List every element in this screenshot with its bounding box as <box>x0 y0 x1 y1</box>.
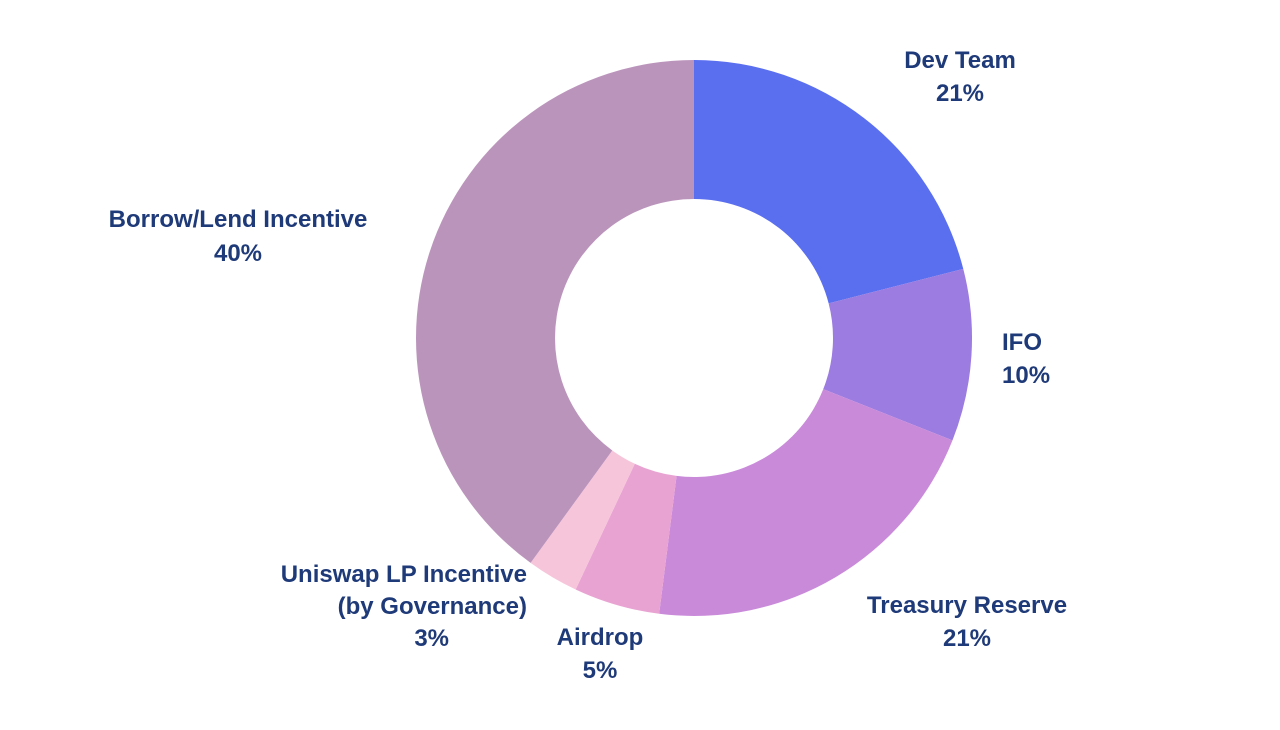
slice-label-text: Borrow/Lend Incentive <box>108 206 368 233</box>
slice-label-text-line2: (by Governance) <box>337 593 527 620</box>
slice-label-text: Treasury Reserve <box>866 592 1068 619</box>
slice-label-treasury-reserve: Treasury Reserve 21% <box>842 589 1092 655</box>
slice-label-uniswap-lp-incentive: Uniswap LP Incentive (by Governance) 3% <box>227 559 527 655</box>
slice-pct-text: 10% <box>1002 362 1051 389</box>
pie-segment-borrow-lend-incentive <box>415 60 694 563</box>
pie-segment-airdrop <box>575 463 677 614</box>
slice-label-text-line1: Uniswap LP Incentive <box>280 561 527 588</box>
slice-pct-text: 40% <box>213 240 263 267</box>
slice-label-text: Airdrop <box>556 624 644 651</box>
slice-pct-text: 5% <box>582 657 618 684</box>
pie-segment-treasury-reserve <box>659 389 953 617</box>
pie-segment-uniswap-lp-incentive-by-governance <box>530 450 635 590</box>
slice-label-text: IFO <box>1002 329 1042 356</box>
slice-label-dev-team: Dev Team 21% <box>835 44 1085 110</box>
pie-segment-ifo <box>823 268 973 441</box>
slice-pct-text: 21% <box>935 80 985 107</box>
slice-label-text: Dev Team <box>904 47 1016 74</box>
slice-label-ifo: IFO 10% <box>1002 326 1152 392</box>
slice-pct-text: 21% <box>942 625 992 652</box>
pie-segment-dev-team <box>694 60 964 304</box>
slice-label-borrow-lend-incentive: Borrow/Lend Incentive 40% <box>88 203 388 271</box>
slice-label-airdrop: Airdrop 5% <box>500 621 700 687</box>
slice-pct-text: 3% <box>414 625 449 652</box>
